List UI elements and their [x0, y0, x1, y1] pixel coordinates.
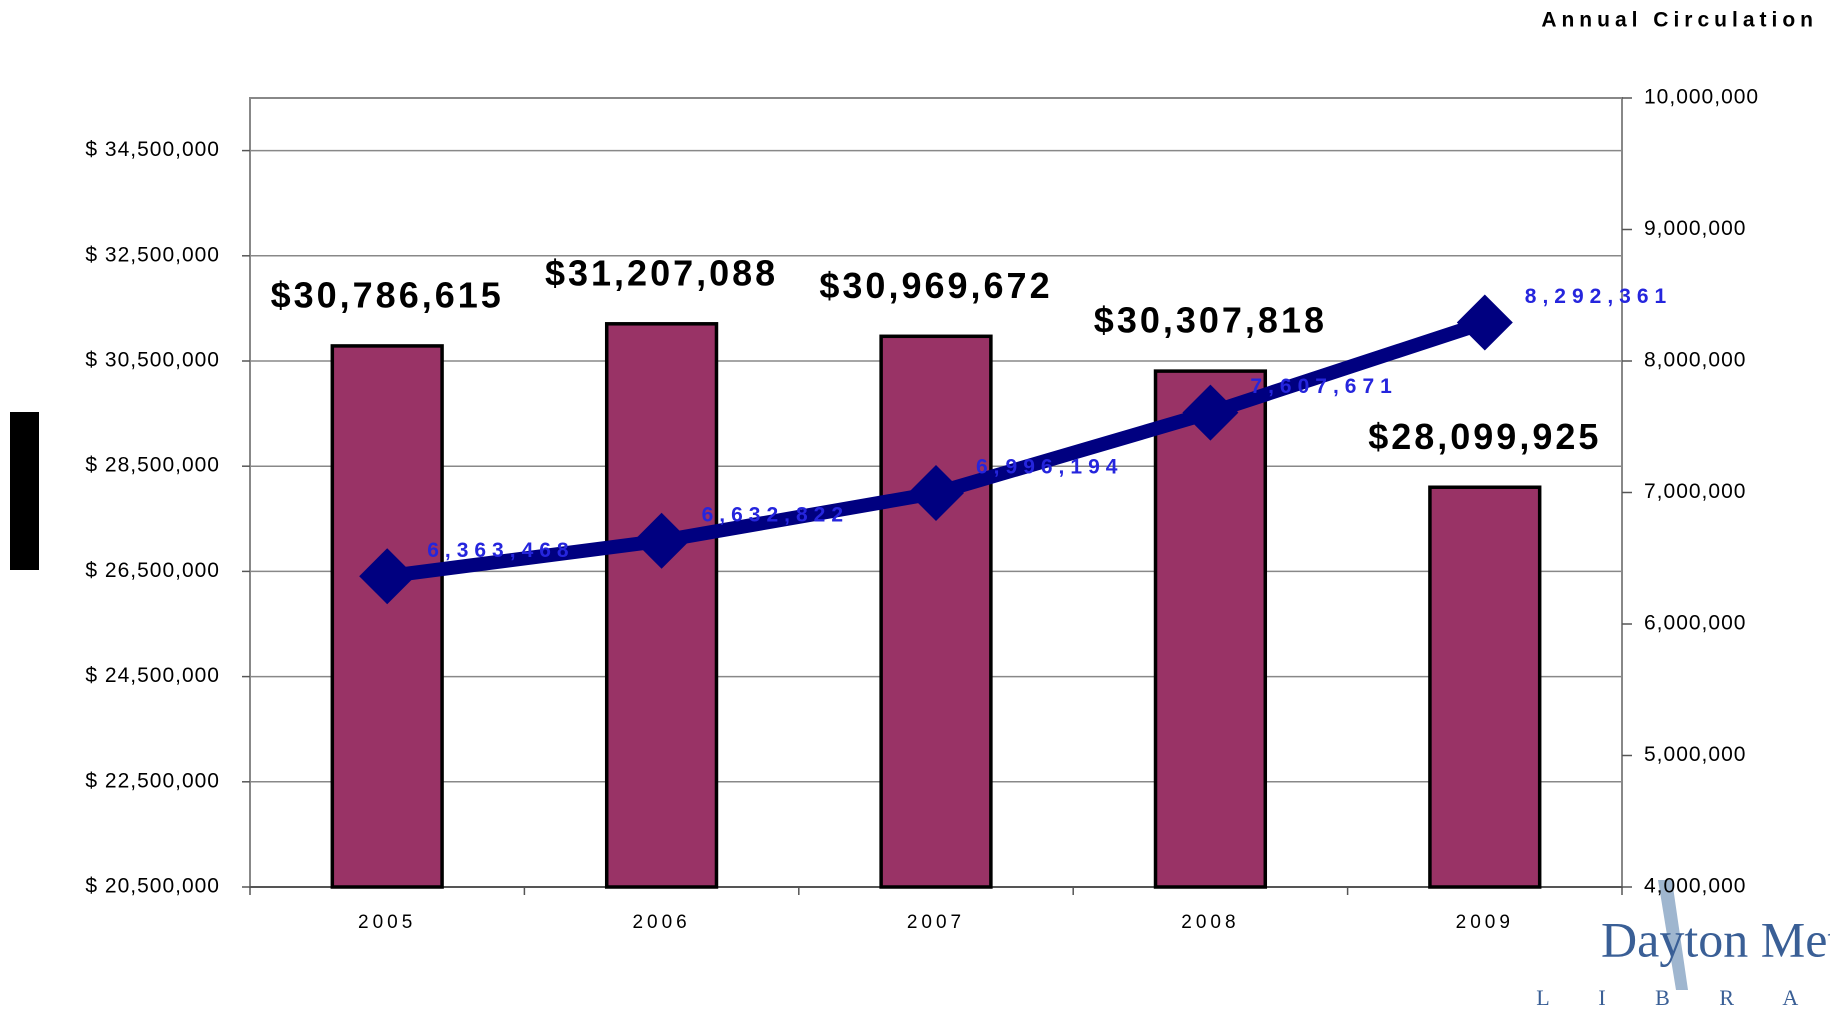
line-value-label: 8,292,361 [1525, 285, 1672, 308]
y2-tick-label: 6,000,000 [1644, 612, 1746, 635]
y-tick-label: $ 22,500,000 [85, 769, 220, 792]
bar-value-label: $31,207,088 [545, 252, 778, 293]
logo-icon [1658, 880, 1688, 990]
line-marker [1456, 294, 1513, 351]
bar-value-label: $30,307,818 [1094, 300, 1327, 341]
y-tick-label: $ 30,500,000 [85, 349, 220, 372]
y2-tick-label: 10,000,000 [1644, 86, 1759, 109]
y2-tick-label: 7,000,000 [1644, 480, 1746, 503]
line-marker [1182, 384, 1239, 441]
bar [604, 322, 719, 889]
y2-tick-label: 9,000,000 [1644, 217, 1746, 240]
y-tick-label: $ 20,500,000 [85, 875, 220, 898]
y-tick-label: $ 24,500,000 [85, 664, 220, 687]
bar [330, 344, 444, 889]
x-tick-label: 2005 [358, 912, 416, 933]
y-tick-label: $ 26,500,000 [85, 559, 220, 582]
y2-tick-label: 5,000,000 [1644, 743, 1746, 766]
x-tick-label: 2008 [1181, 912, 1239, 933]
side-block [10, 412, 39, 570]
logo: Dayton Metro L I B R A R Y [1536, 880, 1830, 1010]
line-marker [908, 465, 964, 522]
line-value-label: 6,363,468 [427, 539, 574, 562]
bar [879, 334, 993, 889]
y-tick-label: $ 32,500,000 [85, 243, 220, 266]
line-marker [633, 512, 690, 569]
line-value-label: 6,996,194 [976, 456, 1123, 479]
bar [1153, 369, 1268, 889]
logo-name: Dayton Metro [1601, 911, 1830, 967]
x-tick-label: 2006 [632, 912, 690, 933]
bar-value-label: $28,099,925 [1368, 416, 1601, 457]
y-tick-label: $ 34,500,000 [85, 138, 220, 161]
x-tick-label: 2007 [907, 912, 965, 933]
line-value-label: 6,632,822 [702, 503, 849, 526]
x-tick-label: 2009 [1456, 912, 1514, 933]
bar [1428, 485, 1542, 889]
line-marker [359, 548, 416, 605]
bar-value-label: $30,969,672 [819, 265, 1052, 306]
logo-subtitle: L I B R A R Y [1536, 985, 1830, 1010]
chart-title: Annual Circulation [1541, 9, 1818, 32]
line-value-label: 7,607,671 [1250, 375, 1397, 398]
y-tick-label: $ 28,500,000 [85, 454, 220, 477]
y2-tick-label: 4,000,000 [1644, 875, 1746, 898]
y2-tick-label: 8,000,000 [1644, 349, 1746, 372]
bar-value-label: $30,786,615 [271, 274, 504, 315]
